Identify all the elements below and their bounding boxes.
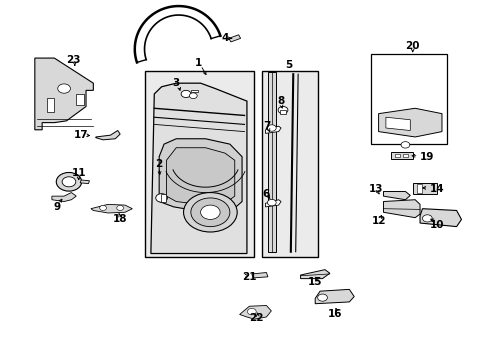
Text: 13: 13 (368, 184, 383, 194)
Circle shape (58, 84, 70, 93)
Circle shape (400, 141, 409, 148)
Bar (370, 54, 446, 144)
Polygon shape (239, 306, 271, 319)
Text: 16: 16 (327, 310, 341, 319)
Text: 19: 19 (419, 152, 434, 162)
Polygon shape (315, 289, 353, 304)
Polygon shape (159, 139, 242, 212)
Text: 20: 20 (405, 41, 419, 50)
Text: 2: 2 (155, 159, 163, 169)
Text: 22: 22 (249, 313, 264, 323)
Text: 21: 21 (242, 272, 256, 282)
Text: 5: 5 (284, 60, 291, 70)
Circle shape (156, 194, 167, 202)
Text: 1: 1 (194, 58, 202, 68)
Polygon shape (416, 184, 421, 193)
Polygon shape (390, 152, 412, 159)
Polygon shape (265, 200, 281, 207)
Text: 15: 15 (307, 277, 322, 287)
Polygon shape (35, 58, 93, 130)
Polygon shape (166, 148, 234, 205)
Circle shape (247, 309, 256, 315)
Polygon shape (383, 192, 409, 200)
Text: 10: 10 (429, 220, 444, 230)
Polygon shape (265, 126, 281, 134)
Circle shape (278, 107, 287, 114)
Circle shape (189, 93, 197, 99)
Circle shape (183, 193, 237, 232)
Text: 7: 7 (262, 121, 269, 131)
Circle shape (62, 177, 76, 187)
Polygon shape (385, 117, 409, 131)
Text: 17: 17 (74, 130, 88, 140)
Text: 18: 18 (113, 215, 127, 224)
Circle shape (181, 90, 190, 98)
Polygon shape (96, 131, 120, 140)
Text: 3: 3 (172, 78, 180, 88)
Polygon shape (228, 35, 240, 42)
Bar (144, 71, 254, 257)
Polygon shape (151, 83, 246, 253)
Polygon shape (52, 193, 76, 202)
Polygon shape (280, 110, 285, 114)
Polygon shape (378, 108, 441, 137)
Text: 14: 14 (429, 184, 444, 194)
Text: 12: 12 (370, 216, 385, 226)
Polygon shape (267, 72, 276, 252)
Polygon shape (190, 90, 198, 92)
Circle shape (422, 215, 431, 222)
Circle shape (200, 205, 220, 220)
Text: 6: 6 (262, 189, 269, 199)
Circle shape (267, 199, 276, 206)
Polygon shape (251, 273, 267, 278)
Circle shape (317, 294, 327, 301)
Polygon shape (91, 204, 132, 213)
Polygon shape (76, 94, 83, 105)
Text: 23: 23 (66, 55, 81, 65)
Polygon shape (412, 183, 436, 194)
Circle shape (100, 206, 106, 211)
Polygon shape (419, 209, 461, 226)
Circle shape (190, 198, 229, 226)
Polygon shape (394, 154, 399, 157)
Polygon shape (160, 194, 165, 202)
Polygon shape (80, 180, 89, 184)
Text: 11: 11 (71, 168, 86, 178)
Circle shape (56, 172, 81, 191)
Bar (261, 71, 317, 257)
Polygon shape (47, 98, 54, 112)
Text: 8: 8 (277, 96, 284, 106)
Polygon shape (402, 154, 407, 157)
Circle shape (267, 125, 276, 131)
Text: 9: 9 (53, 202, 60, 212)
Circle shape (117, 206, 123, 211)
Polygon shape (383, 200, 419, 218)
Text: 4: 4 (221, 33, 228, 43)
Polygon shape (300, 270, 329, 279)
